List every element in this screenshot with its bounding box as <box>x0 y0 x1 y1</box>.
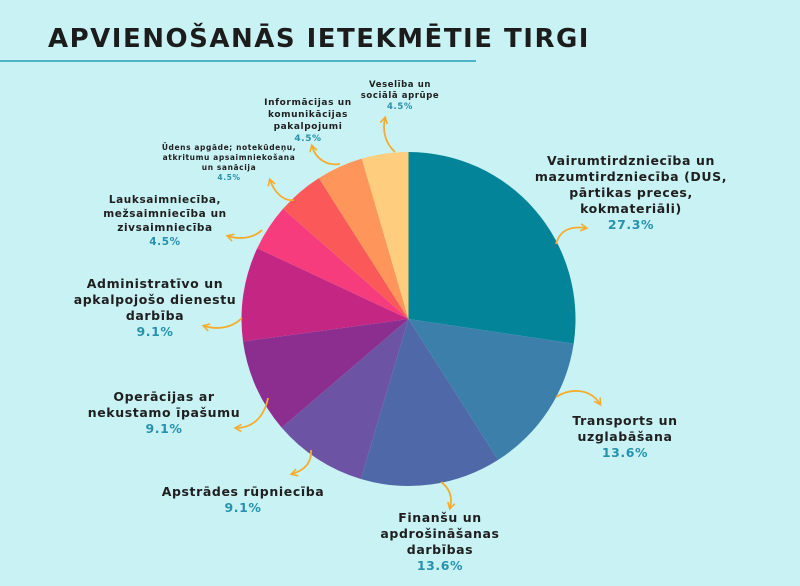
callout-arrows <box>201 115 602 511</box>
pie-slice <box>408 319 574 460</box>
label-text: Operācijas ar <box>113 389 215 404</box>
label-finance-insurance: Finanšu un apdrošināšanas darbības 13.6% <box>372 510 508 574</box>
label-text: apkalpojošo dienestu <box>73 292 237 307</box>
label-wholesale-retail: Vairumtirdzniecība un mazumtirdzniecība … <box>528 153 734 233</box>
arrow-icon <box>225 229 263 242</box>
label-percent: 4.5% <box>149 235 181 248</box>
label-text: darbība <box>125 308 185 323</box>
label-text: Veselība un <box>368 80 431 90</box>
label-text: zivsaimniecība <box>117 221 213 234</box>
label-percent: 9.1% <box>145 421 183 436</box>
label-text: Finanšu un <box>398 510 482 525</box>
arrow-icon <box>289 449 312 477</box>
label-text: darbības <box>406 542 474 557</box>
arrow-icon <box>555 390 602 407</box>
label-text: Ūdens apgāde; notekūdeņu, <box>161 143 297 152</box>
label-percent: 4.5% <box>387 102 413 113</box>
pie-slice <box>243 319 409 428</box>
label-administrative-services: Administratīvo un apkalpojošo dienestu d… <box>70 276 240 340</box>
label-percent: 4.5% <box>294 134 322 145</box>
label-text: apdrošināšanas <box>380 526 500 541</box>
arrow-icon <box>440 481 456 511</box>
label-water-waste: Ūdens apgāde; notekūdeņu, atkritumu apsa… <box>158 143 300 183</box>
label-text: mazumtirdzniecība (DUS, <box>534 169 728 184</box>
label-text: sociālā aprūpe <box>360 91 440 102</box>
label-text: Lauksaimniecība, <box>108 194 222 206</box>
label-ict: Informācijas un komunikācijas pakalpojum… <box>258 97 358 146</box>
label-text: Vairumtirdzniecība un <box>547 153 715 168</box>
arrow-icon <box>201 317 243 332</box>
pie-slice <box>318 158 409 319</box>
label-text: Transports un <box>572 413 678 428</box>
title-divider <box>0 60 476 62</box>
label-text: pārtikas preces, <box>569 185 693 200</box>
page-title: APVIENOŠANĀS IETEKMĒTIE TIRGI <box>48 24 590 54</box>
pie-slice <box>283 178 409 319</box>
pie-slice <box>281 319 409 480</box>
label-percent: 13.6% <box>416 558 464 573</box>
label-text: uzglabāšana <box>577 429 673 444</box>
label-text: Informācijas un <box>264 98 352 108</box>
pie-slice <box>408 152 576 344</box>
label-percent: 27.3% <box>607 217 655 232</box>
label-text: pakalpojumi <box>273 122 343 133</box>
label-manufacturing: Apstrādes rūpniecība 9.1% <box>158 484 328 516</box>
arrow-icon <box>309 143 341 166</box>
label-text: Apstrādes rūpniecība <box>161 484 325 499</box>
pie-slice <box>241 248 409 342</box>
pie-slice <box>257 208 409 319</box>
label-health-social: Veselība un sociālā aprūpe 4.5% <box>352 80 448 113</box>
arrow-icon <box>555 223 589 245</box>
label-percent: 9.1% <box>224 500 262 515</box>
label-real-estate: Operācijas ar nekustamo īpašumu 9.1% <box>84 389 244 437</box>
label-text: mežsaimniecība un <box>103 207 227 220</box>
label-percent: 9.1% <box>136 324 174 339</box>
pie-slice <box>360 319 499 487</box>
label-text: Administratīvo un <box>86 276 224 291</box>
label-transport-storage: Transports un uzglabāšana 13.6% <box>560 413 690 461</box>
arrow-icon <box>379 115 396 153</box>
arrow-icon <box>267 177 295 202</box>
arrow-icon <box>233 397 269 433</box>
pie-slices <box>241 152 576 487</box>
label-agriculture: Lauksaimniecība, mežsaimniecība un zivsa… <box>100 194 230 249</box>
label-text: un sanācija <box>201 162 257 172</box>
label-text: komunikācijas <box>268 110 348 121</box>
pie-slice <box>361 152 409 319</box>
label-percent: 13.6% <box>601 445 649 460</box>
label-percent: 4.5% <box>217 172 241 182</box>
label-text: kokmateriāli) <box>580 201 682 216</box>
label-text: atkritumu apsaimniekošana <box>162 152 296 162</box>
label-text: nekustamo īpašumu <box>87 405 241 420</box>
